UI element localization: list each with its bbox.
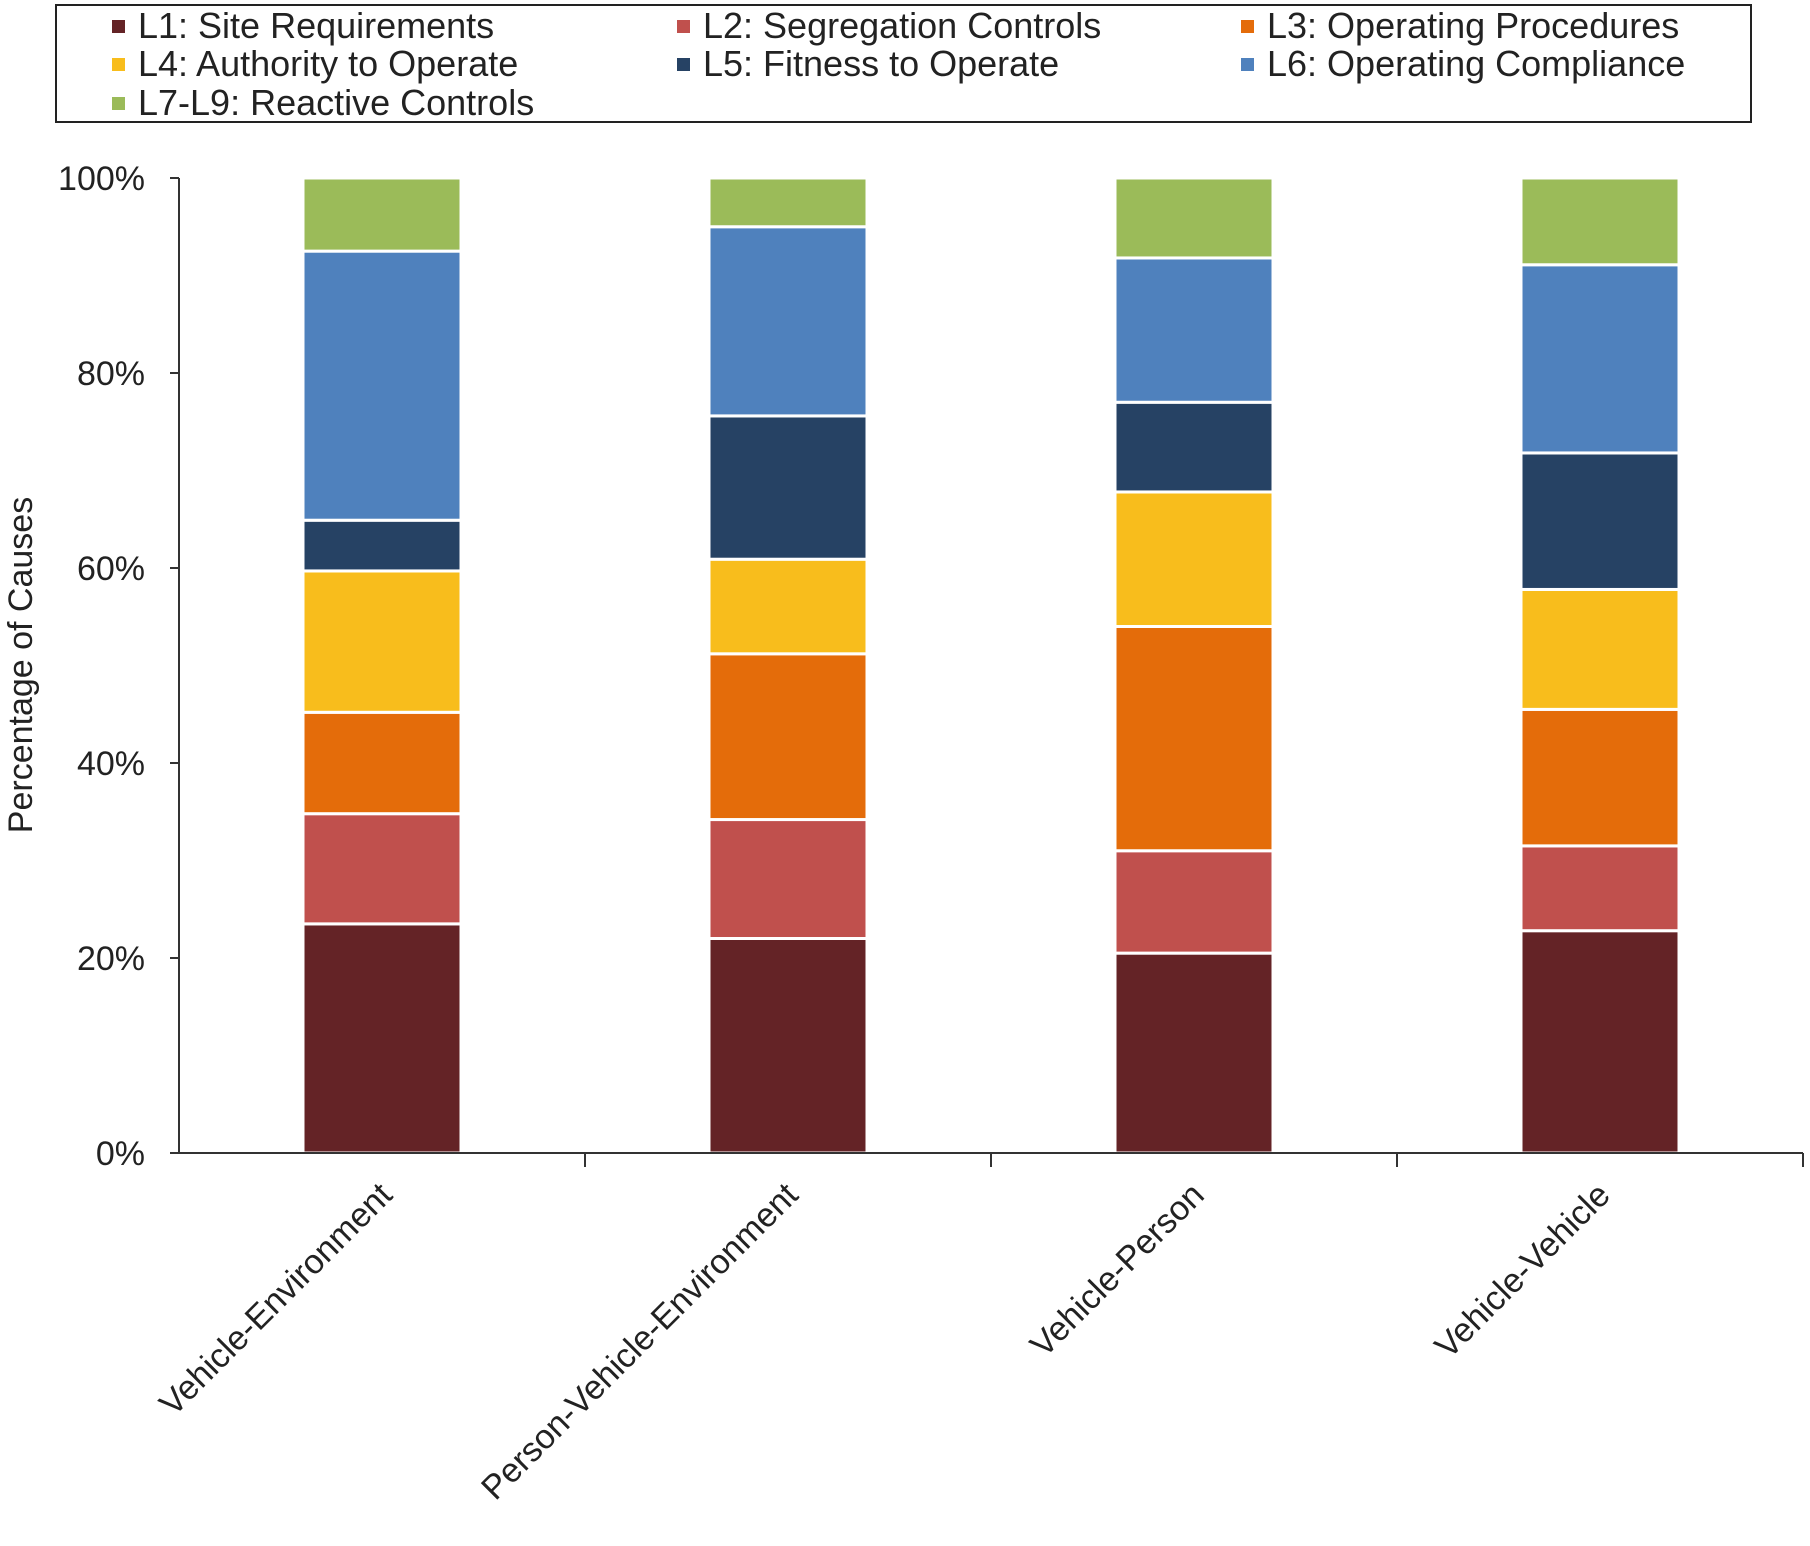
legend-label: L3: Operating Procedures [1267,5,1679,46]
bar-segment-l3-vehicle-environment [301,710,463,816]
legend-item-l1-site-requirements: L1: Site Requirements [112,5,494,46]
bar-segment-l4-vehicle-environment [301,569,463,714]
bar-segment-l2-vehicle-person [1113,849,1275,955]
bar-segment-l4-person-vehicle-environment [707,557,869,656]
bar-segment-l2-person-vehicle-environment [707,818,869,940]
bar-segment-l1-vehicle-person [1113,951,1275,1155]
y-tick-label: 0% [96,1135,145,1173]
bar-segment-l2-vehicle-environment [301,812,463,926]
legend-swatch [112,58,125,71]
bar-stack-vehicle-person [1113,176,1275,1155]
y-tick-label: 20% [77,940,145,978]
bar-stack-person-vehicle-environment [707,176,869,1155]
x-tick-label-vehicle-person: Vehicle-Person [1023,1176,1212,1365]
legend-swatch [112,20,125,33]
legend-swatch [112,97,125,110]
bar-segment-l1-vehicle-vehicle [1519,929,1681,1155]
bar-segment-l5-vehicle-person [1113,400,1275,494]
bar-segment-l7-l9-vehicle-person [1113,176,1275,260]
legend-item-l5-fitness-to-operate: L5: Fitness to Operate [677,43,1059,84]
legend-label: L7-L9: Reactive Controls [138,82,534,123]
x-tick-label-vehicle-vehicle: Vehicle-Vehicle [1428,1176,1618,1366]
y-tick-label: 100% [58,160,145,198]
y-tick-label: 60% [77,550,145,588]
y-tick-label: 40% [77,745,145,783]
bar-segment-l7-l9-vehicle-environment [301,176,463,253]
x-tick-label-vehicle-environment: Vehicle-Environment [152,1175,400,1423]
bar-segment-l4-vehicle-vehicle [1519,587,1681,711]
legend-item-l6-operating-compliance: L6: Operating Compliance [1241,43,1685,84]
legend-swatch [1241,20,1254,33]
bar-segment-l5-vehicle-environment [301,518,463,573]
legend: L1: Site Requirements L2: Segregation Con… [55,4,1752,123]
bar-segment-l7-l9-person-vehicle-environment [707,176,869,229]
bar-stack-vehicle-environment [301,176,463,1155]
bar-segment-l6-vehicle-environment [301,249,463,522]
bar-segment-l5-vehicle-vehicle [1519,451,1681,591]
legend-label: L2: Segregation Controls [703,5,1101,46]
bar-segment-l6-vehicle-person [1113,256,1275,404]
bar-stack-vehicle-vehicle [1519,176,1681,1155]
bar-segment-l2-vehicle-vehicle [1519,844,1681,933]
bar-segment-l3-vehicle-vehicle [1519,707,1681,848]
legend-item-l7-l9-reactive-controls: L7-L9: Reactive Controls [112,82,534,123]
bar-segment-l3-vehicle-person [1113,625,1275,853]
y-tick-label: 80% [77,355,145,393]
legend-swatch [677,58,690,71]
legend-frame [55,4,1752,123]
bar-segment-l6-vehicle-vehicle [1519,263,1681,455]
x-tick-label-person-vehicle-environment: Person-Vehicle-Environment [474,1175,806,1507]
legend-swatch [677,20,690,33]
bar-segment-l5-person-vehicle-environment [707,414,869,561]
legend-label: L4: Authority to Operate [138,43,518,84]
bar-segment-l6-person-vehicle-environment [707,225,869,418]
y-axis-title: Percentage of Causes [2,497,40,833]
legend-item-l3-operating-procedures: L3: Operating Procedures [1241,5,1679,46]
legend-label: L6: Operating Compliance [1267,43,1685,84]
bar-segment-l3-person-vehicle-environment [707,652,869,822]
legend-label: L1: Site Requirements [138,5,494,46]
legend-item-l2-segregation-controls: L2: Segregation Controls [677,5,1101,46]
bar-segment-l7-l9-vehicle-vehicle [1519,176,1681,267]
legend-item-l4-authority-to-operate: L4: Authority to Operate [112,43,518,84]
bar-segment-l1-vehicle-environment [301,922,463,1155]
bar-segment-l1-person-vehicle-environment [707,937,869,1155]
plot-area [301,176,1681,1155]
legend-swatch [1241,58,1254,71]
bar-segment-l4-vehicle-person [1113,490,1275,629]
legend-label: L5: Fitness to Operate [703,43,1059,84]
